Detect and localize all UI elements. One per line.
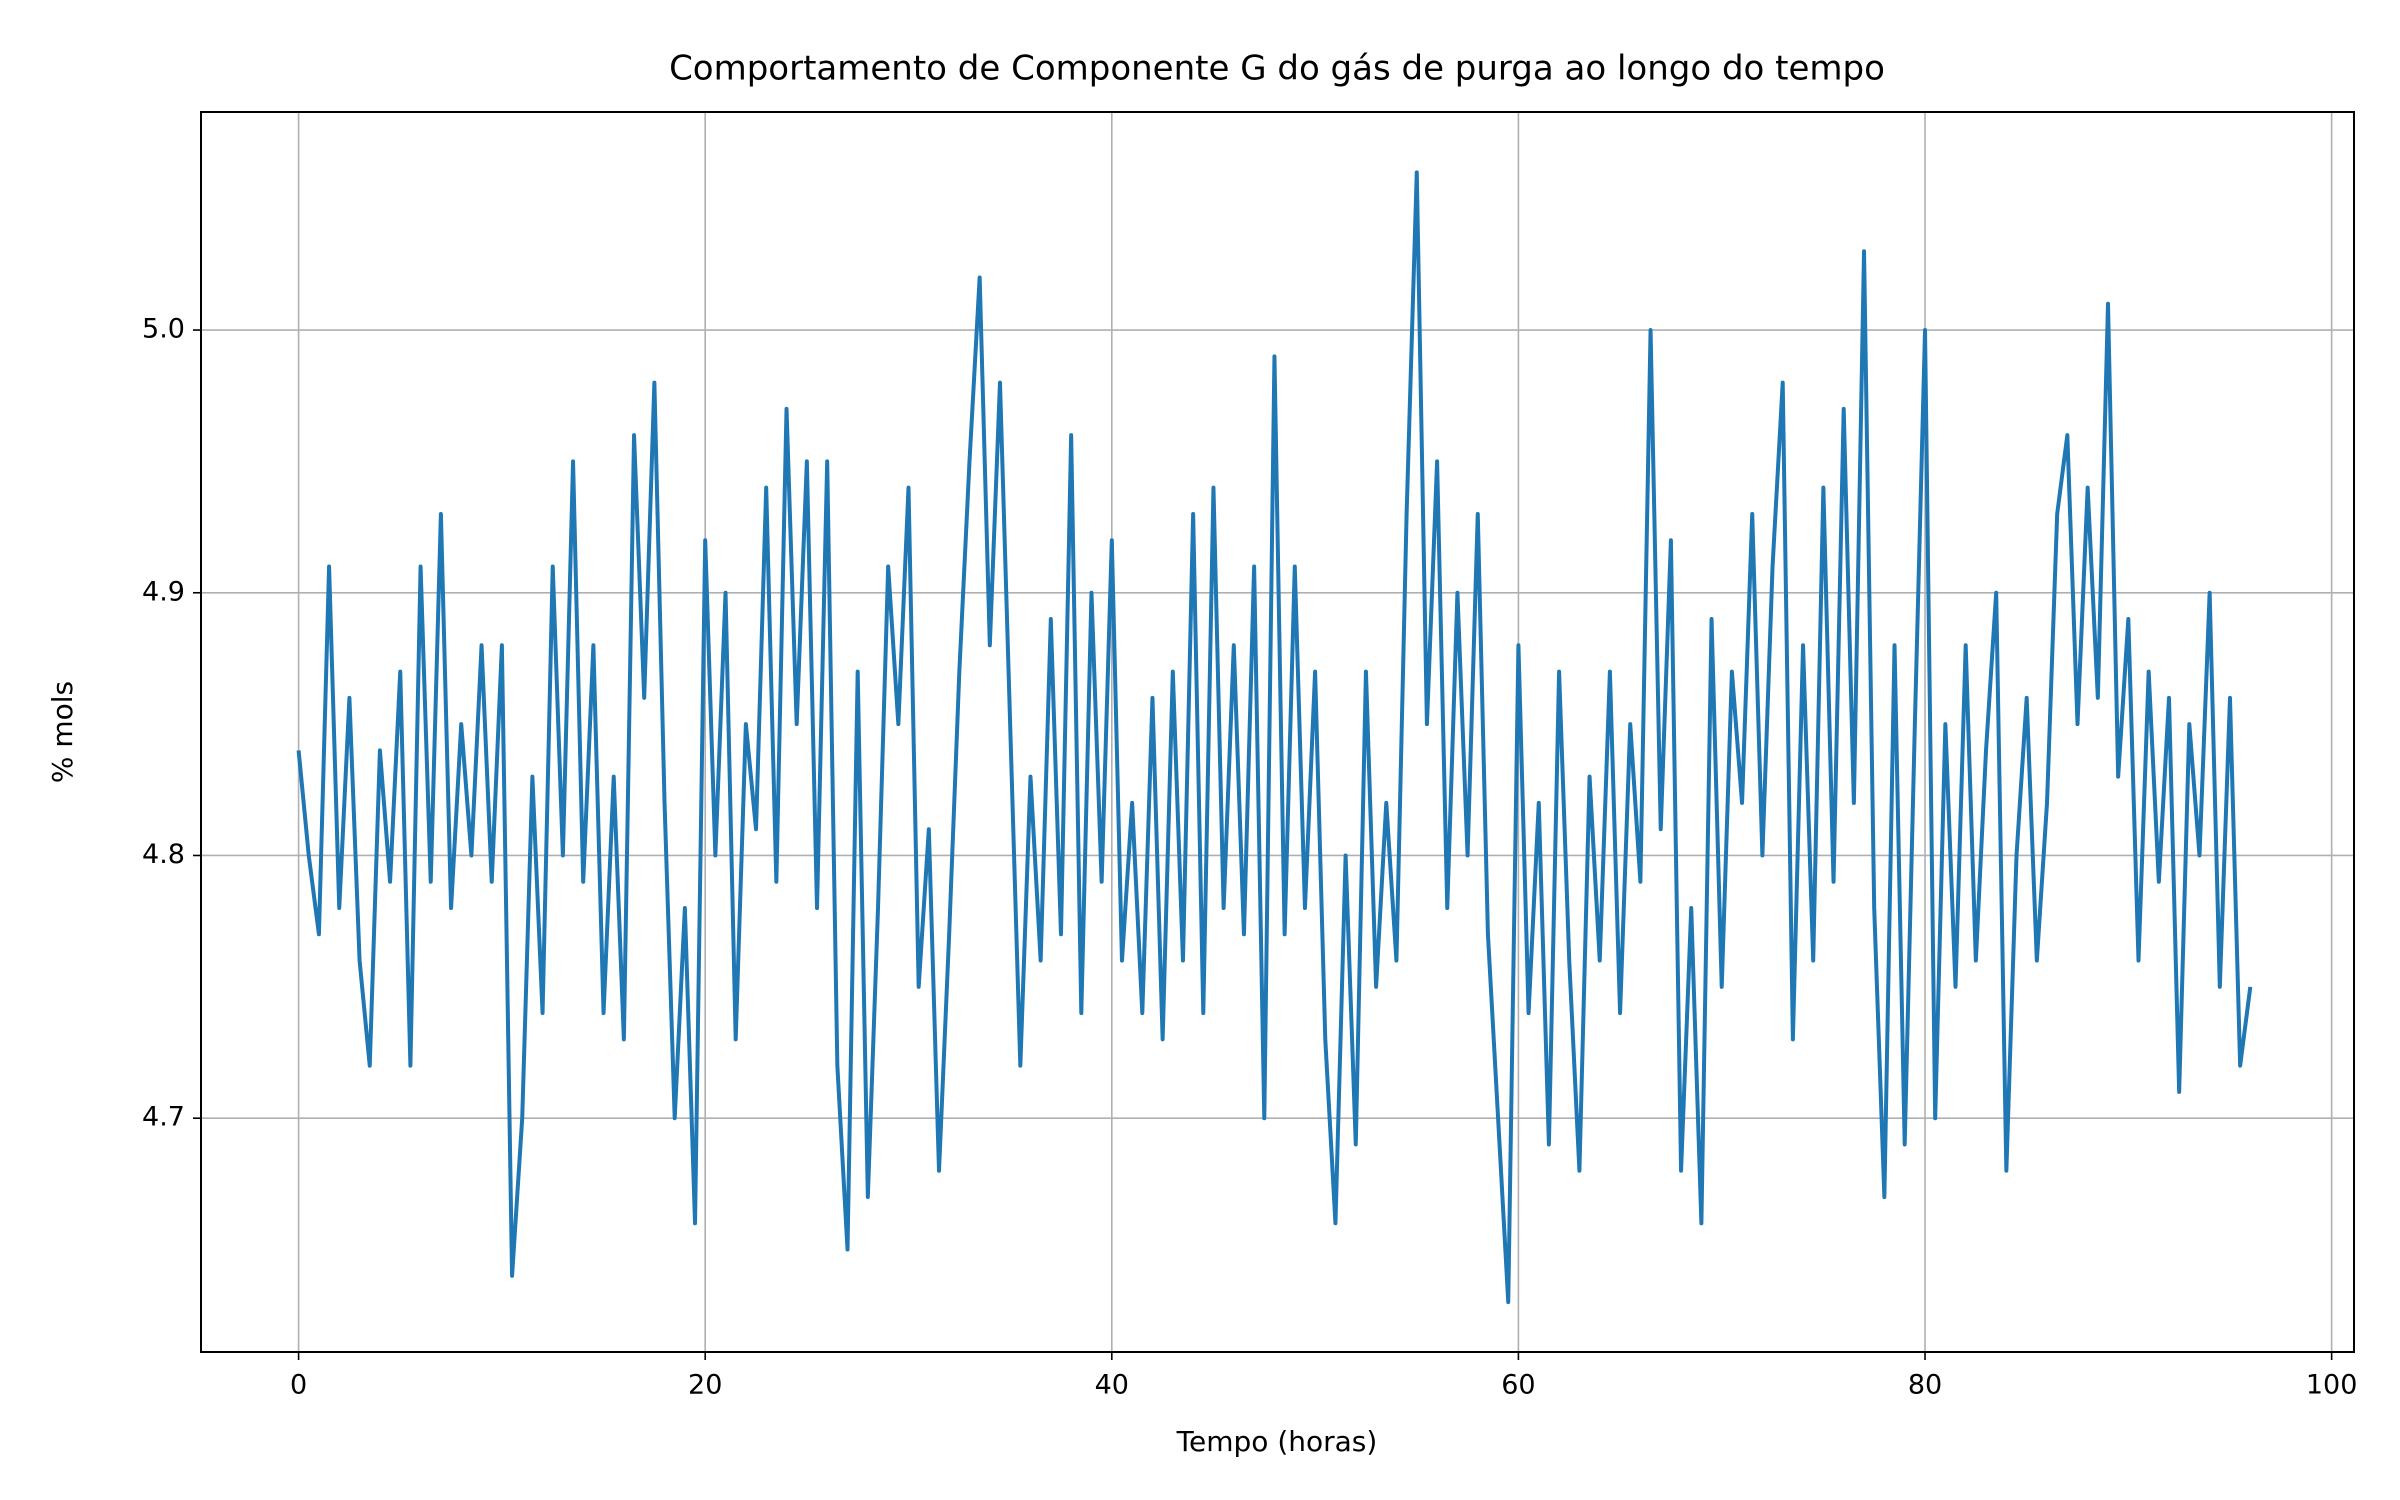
x-tick-label: 80 xyxy=(1908,1370,1942,1401)
x-tick-label: 20 xyxy=(688,1370,722,1401)
y-tick-label: 4.8 xyxy=(142,839,185,870)
y-tick-label: 4.7 xyxy=(142,1102,185,1133)
y-tick-label: 5.0 xyxy=(142,314,185,345)
y-tick-label: 4.9 xyxy=(142,576,185,607)
y-axis-label: % mols xyxy=(46,681,79,783)
plot-frame xyxy=(200,111,2355,1353)
x-tick-label: 60 xyxy=(1501,1370,1535,1401)
x-axis-label: Tempo (horas) xyxy=(1176,1425,1378,1458)
x-tick-label: 40 xyxy=(1095,1370,1129,1401)
data-line xyxy=(296,170,2253,1305)
x-tick-label: 0 xyxy=(290,1370,307,1401)
chart-title: Comportamento de Componente G do gás de … xyxy=(669,49,1885,89)
x-tick-label: 100 xyxy=(2306,1370,2358,1401)
